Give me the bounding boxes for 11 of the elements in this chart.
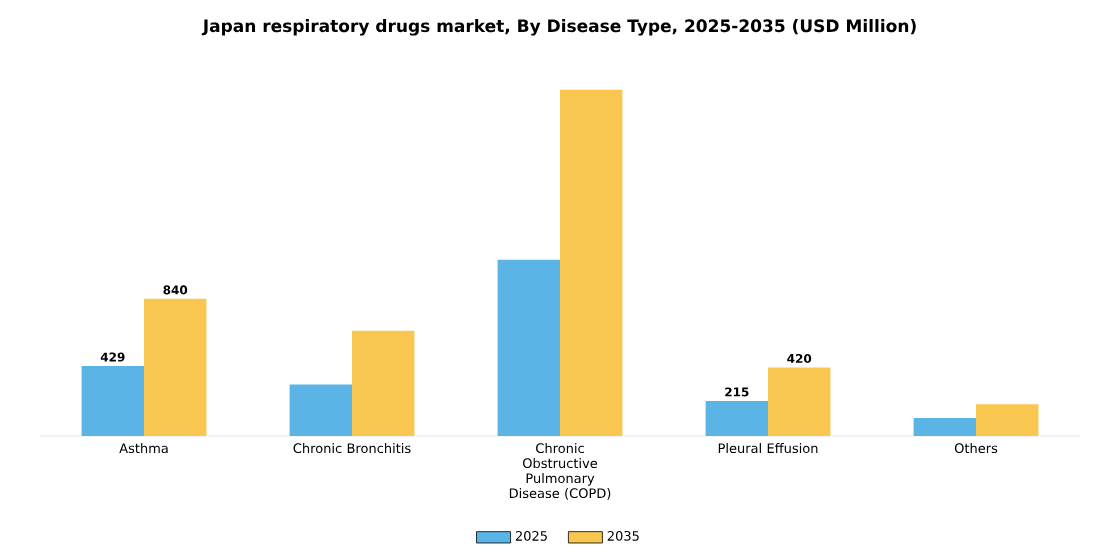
bar <box>497 259 561 436</box>
bar <box>913 418 977 436</box>
bar <box>289 384 352 436</box>
bar <box>560 89 623 436</box>
bar <box>81 365 144 436</box>
bar <box>352 330 415 436</box>
bar <box>144 298 207 436</box>
bar <box>768 367 831 436</box>
bar <box>705 400 769 436</box>
bar <box>976 404 1039 436</box>
chart-title: Japan respiratory drugs market, By Disease Type, 2025-2035 (USD Million) <box>201 19 916 36</box>
